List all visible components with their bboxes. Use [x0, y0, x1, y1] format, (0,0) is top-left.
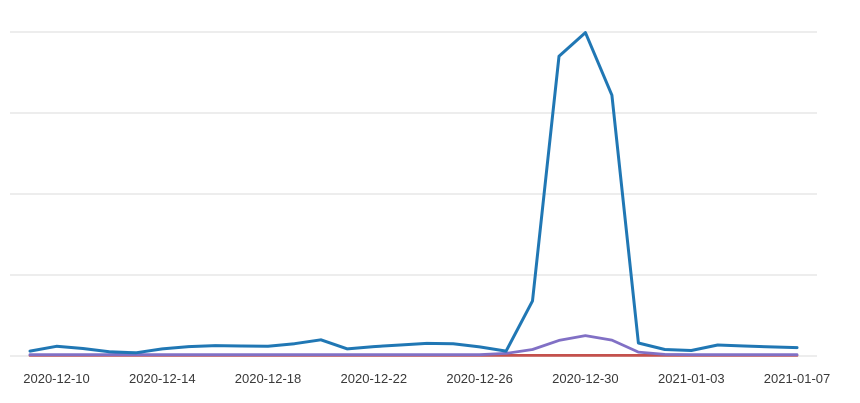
x-axis-labels: 2020-12-10 2020-12-14 2020-12-18 2020-12-22…	[23, 371, 830, 386]
gridlines	[10, 31, 817, 357]
x-tick-label: 2020-12-18	[235, 371, 302, 386]
series-lines	[28, 31, 799, 357]
x-tick-label: 2020-12-10	[23, 371, 90, 386]
x-tick-label: 2020-12-26	[446, 371, 513, 386]
x-tick-label: 2020-12-30	[552, 371, 619, 386]
x-tick-label: 2020-12-14	[129, 371, 196, 386]
x-tick-label: 2021-01-03	[658, 371, 725, 386]
series-purple-line[interactable]	[28, 334, 799, 357]
x-tick-label: 2020-12-22	[341, 371, 408, 386]
series-blue-line[interactable]	[28, 31, 799, 355]
x-tick-label: 2021-01-07	[764, 371, 831, 386]
